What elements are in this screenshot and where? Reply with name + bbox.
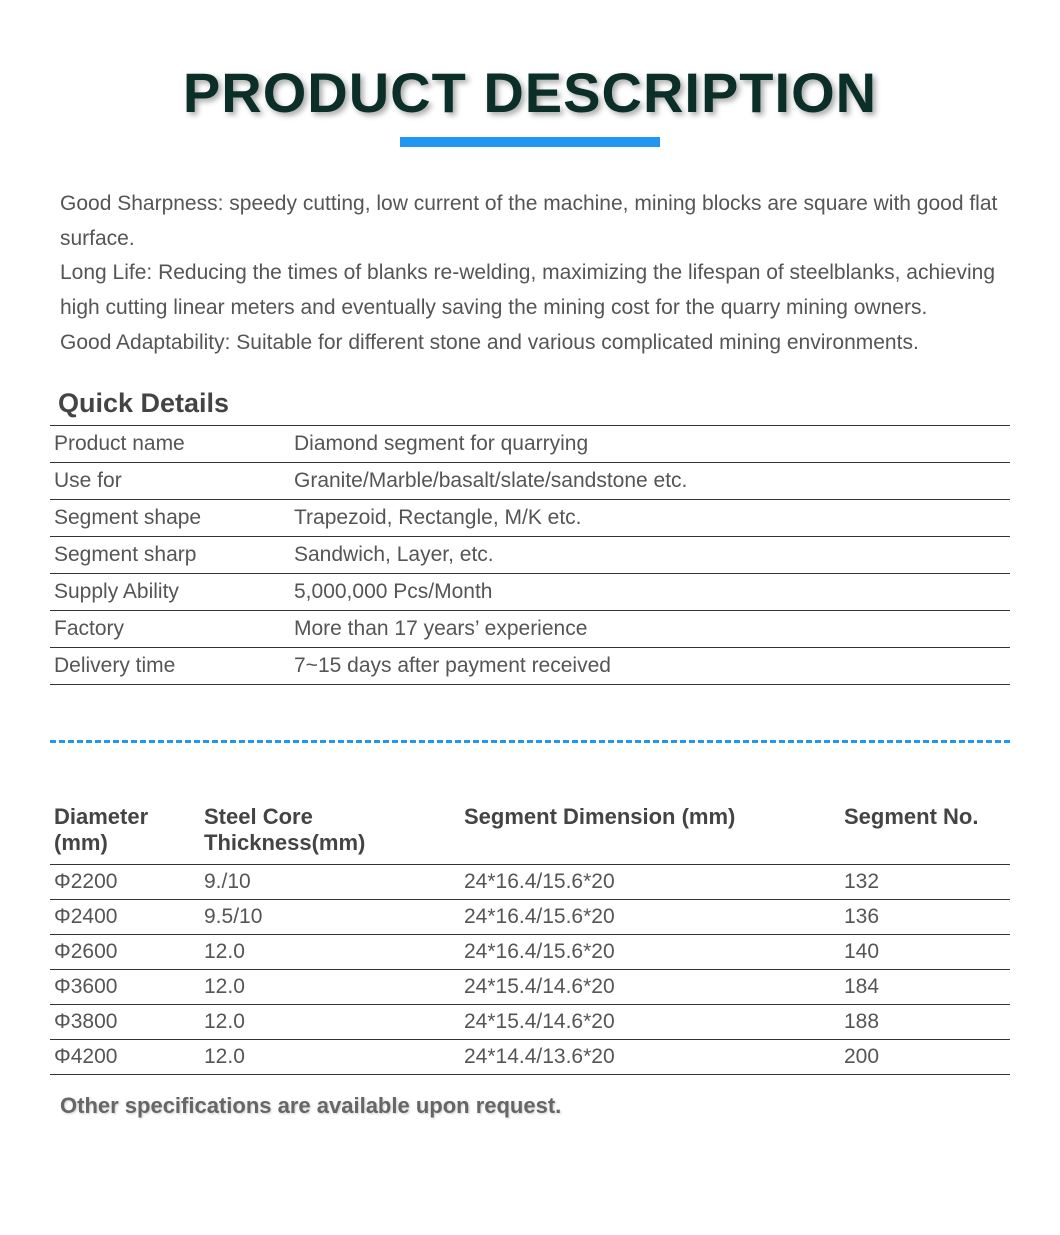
spec-cell-thickness: 9.5/10: [200, 900, 460, 935]
spec-cell-segno: 140: [840, 935, 1010, 970]
table-row: Φ22009./1024*16.4/15.6*20132: [50, 865, 1010, 900]
detail-value: 5,000,000 Pcs/Month: [290, 574, 1010, 611]
title-underline: [400, 137, 660, 147]
description-block: Good Sharpness: speedy cutting, low curr…: [50, 177, 1010, 380]
quick-details-table: Product nameDiamond segment for quarryin…: [50, 425, 1010, 685]
spec-cell-diameter: Φ3800: [50, 1005, 200, 1040]
detail-value: Diamond segment for quarrying: [290, 426, 1010, 463]
spec-cell-dimension: 24*16.4/15.6*20: [460, 935, 840, 970]
table-row: Φ420012.024*14.4/13.6*20200: [50, 1040, 1010, 1075]
spec-table: Diameter (mm) Steel Core Thickness(mm) S…: [50, 798, 1010, 1075]
spec-cell-thickness: 12.0: [200, 970, 460, 1005]
table-row: Segment shapeTrapezoid, Rectangle, M/K e…: [50, 500, 1010, 537]
desc-line-1: Good Sharpness: speedy cutting, low curr…: [60, 187, 1000, 256]
spec-cell-diameter: Φ2200: [50, 865, 200, 900]
table-row: Use forGranite/Marble/basalt/slate/sands…: [50, 463, 1010, 500]
detail-key: Supply Ability: [50, 574, 290, 611]
spec-cell-thickness: 12.0: [200, 935, 460, 970]
spec-cell-thickness: 12.0: [200, 1005, 460, 1040]
detail-key: Use for: [50, 463, 290, 500]
spec-cell-dimension: 24*16.4/15.6*20: [460, 900, 840, 935]
spec-header-diameter: Diameter (mm): [50, 798, 200, 865]
detail-value: 7~15 days after payment received: [290, 648, 1010, 685]
detail-key: Delivery time: [50, 648, 290, 685]
table-row: FactoryMore than 17 years’ experience: [50, 611, 1010, 648]
detail-value: More than 17 years’ experience: [290, 611, 1010, 648]
desc-line-3: Good Adaptability: Suitable for differen…: [60, 326, 1000, 361]
detail-key: Segment sharp: [50, 537, 290, 574]
spec-cell-thickness: 9./10: [200, 865, 460, 900]
quick-details-heading: Quick Details: [58, 388, 1010, 419]
table-row: Supply Ability5,000,000 Pcs/Month: [50, 574, 1010, 611]
detail-value: Sandwich, Layer, etc.: [290, 537, 1010, 574]
table-row: Segment sharpSandwich, Layer, etc.: [50, 537, 1010, 574]
spec-header-segno: Segment No.: [840, 798, 1010, 865]
table-row: Φ380012.024*15.4/14.6*20188: [50, 1005, 1010, 1040]
table-row: Φ24009.5/1024*16.4/15.6*20136: [50, 900, 1010, 935]
spec-cell-diameter: Φ2600: [50, 935, 200, 970]
footnote: Other specifications are available upon …: [60, 1093, 1010, 1119]
spec-cell-dimension: 24*16.4/15.6*20: [460, 865, 840, 900]
table-row: Φ360012.024*15.4/14.6*20184: [50, 970, 1010, 1005]
spec-cell-segno: 136: [840, 900, 1010, 935]
spec-cell-diameter: Φ4200: [50, 1040, 200, 1075]
spec-header-thickness: Steel Core Thickness(mm): [200, 798, 460, 865]
spec-header-dimension: Segment Dimension (mm): [460, 798, 840, 865]
dashed-separator: [50, 740, 1010, 743]
spec-cell-segno: 188: [840, 1005, 1010, 1040]
spec-cell-diameter: Φ2400: [50, 900, 200, 935]
detail-value: Trapezoid, Rectangle, M/K etc.: [290, 500, 1010, 537]
table-row: Delivery time7~15 days after payment rec…: [50, 648, 1010, 685]
desc-line-2: Long Life: Reducing the times of blanks …: [60, 256, 1000, 325]
table-row: Φ260012.024*16.4/15.6*20140: [50, 935, 1010, 970]
spec-cell-dimension: 24*15.4/14.6*20: [460, 1005, 840, 1040]
detail-key: Segment shape: [50, 500, 290, 537]
table-row: Product nameDiamond segment for quarryin…: [50, 426, 1010, 463]
spec-cell-segno: 200: [840, 1040, 1010, 1075]
spec-header-row: Diameter (mm) Steel Core Thickness(mm) S…: [50, 798, 1010, 865]
detail-value: Granite/Marble/basalt/slate/sandstone et…: [290, 463, 1010, 500]
spec-cell-segno: 132: [840, 865, 1010, 900]
title-section: PRODUCT DESCRIPTION: [50, 60, 1010, 147]
spec-cell-thickness: 12.0: [200, 1040, 460, 1075]
detail-key: Factory: [50, 611, 290, 648]
spec-cell-segno: 184: [840, 970, 1010, 1005]
detail-key: Product name: [50, 426, 290, 463]
spec-cell-diameter: Φ3600: [50, 970, 200, 1005]
page-title: PRODUCT DESCRIPTION: [50, 60, 1010, 125]
spec-cell-dimension: 24*15.4/14.6*20: [460, 970, 840, 1005]
spec-cell-dimension: 24*14.4/13.6*20: [460, 1040, 840, 1075]
